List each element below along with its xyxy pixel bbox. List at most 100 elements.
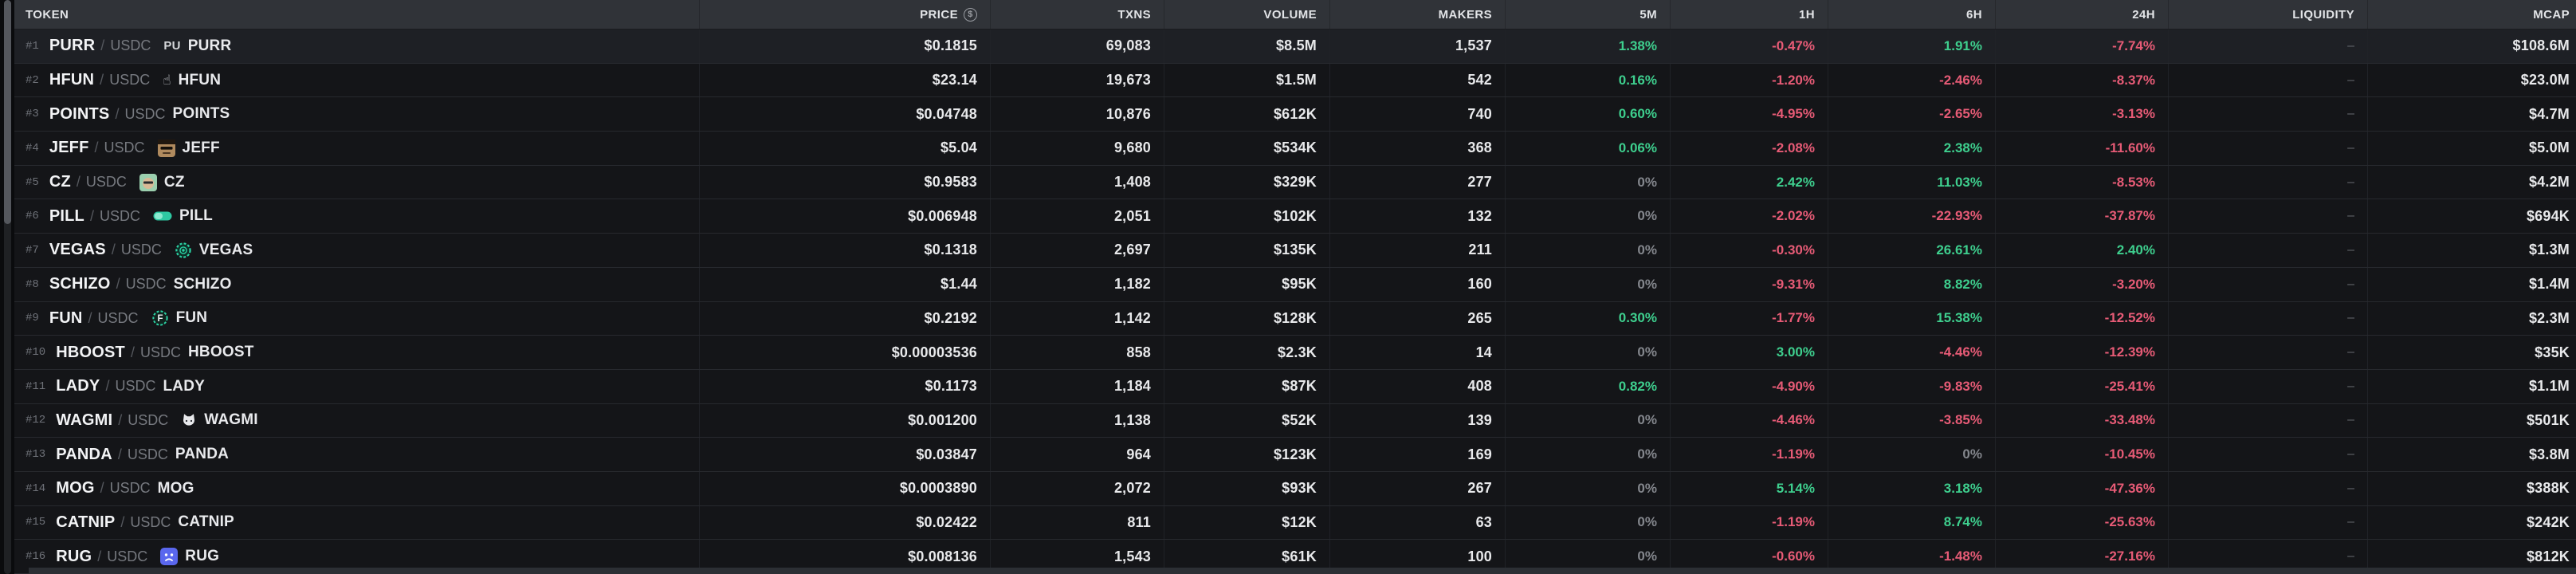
column-header-token[interactable]: TOKEN [14,0,699,29]
change-1h-cell: -2.02% [1670,199,1828,234]
row-rank: #13 [26,448,46,462]
column-header-24h[interactable]: 24H [1995,0,2168,29]
token-quote: / USDC [100,72,151,88]
column-header-mcap[interactable]: MCAP [2367,0,2576,29]
price-cell: $0.03847 [699,438,990,471]
token-quote: / USDC [97,548,148,564]
table-row[interactable]: #3 POINTS / USDC POINTS $0.04748 10,876 … [14,97,2576,132]
table-row[interactable]: #14 MOG / USDC MOG $0.0003890 2,072 $93K… [14,471,2576,506]
change-24h-cell: -12.39% [1995,336,2168,369]
token-cell: #13 PANDA / USDC PANDA [14,438,699,471]
column-header-label: LIQUIDITY [2292,7,2354,22]
txns-cell: 2,051 [990,199,1164,234]
column-header-txns[interactable]: TXNS [990,0,1164,29]
table-row[interactable]: #6 PILL / USDC PILL $0.006948 2,051 $102… [14,199,2576,234]
mcap-cell: $4.7M [2367,97,2576,132]
token-symbol: MOG [56,479,95,497]
change-24h-cell: -3.20% [1995,267,2168,301]
volume-cell: $12K [1164,505,1329,540]
change-5m-cell: 1.38% [1505,29,1670,63]
column-header-liquidity[interactable]: LIQUIDITY [2168,0,2367,29]
change-24h-cell: -12.52% [1995,301,2168,336]
token-name: VEGAS [198,241,253,258]
table-row[interactable]: #2 HFUN / USDC ☝ HFUN $23.14 19,673 $1.5… [14,63,2576,98]
token-name: CATNIP [178,513,234,531]
token-table: TOKEN PRICE $ TXNS VOLUME MAKERS 5M 1H 6H… [14,0,2576,574]
change-6h-cell: -22.93% [1828,199,1995,234]
table-row[interactable]: #15 CATNIP / USDC CATNIP $0.02422 811 $1… [14,505,2576,541]
change-5m-cell: 0% [1505,336,1670,369]
token-symbol: PILL [49,206,84,225]
price-cell: $0.1815 [699,29,990,63]
token-cell: #3 POINTS / USDC POINTS [14,97,699,131]
change-1h-cell: -0.60% [1670,540,1828,573]
mcap-cell: $2.3M [2367,301,2576,336]
price-cell: $0.9583 [699,165,990,199]
change-6h-cell: 15.38% [1828,301,1995,336]
token-symbol: LADY [56,377,100,395]
table-header: TOKEN PRICE $ TXNS VOLUME MAKERS 5M 1H 6H… [14,0,2576,29]
scrollbar-track[interactable] [4,0,11,574]
change-24h-cell: -11.60% [1995,132,2168,165]
vertical-scrollbar[interactable] [0,0,14,574]
table-row[interactable]: #11 LADY / USDC LADY $0.1173 1,184 $87K … [14,369,2576,404]
token-symbol: HFUN [49,71,95,89]
token-symbol: PANDA [56,445,112,463]
column-header-label: VOLUME [1263,7,1317,22]
liquidity-cell: – [2168,336,2367,369]
table-row[interactable]: #13 PANDA / USDC PANDA $0.03847 964 $123… [14,438,2576,472]
change-24h-cell: -10.45% [1995,438,2168,471]
change-6h-cell: -4.46% [1828,336,1995,369]
volume-cell: $329K [1164,165,1329,199]
price-cell: $0.0003890 [699,471,990,505]
column-header-label: PRICE [920,7,958,22]
token-cell: #4 JEFF / USDC JEFF [14,132,699,165]
token-symbol: HBOOST [56,343,125,361]
change-5m-cell: 0% [1505,471,1670,505]
cat-face-icon [181,412,197,428]
txns-cell: 1,142 [990,301,1164,336]
column-header-makers[interactable]: MAKERS [1329,0,1505,29]
token-symbol: CATNIP [56,513,116,531]
change-1h-cell: -1.20% [1670,63,1828,97]
table-row[interactable]: #4 JEFF / USDC JEFF $5.04 9,680 $534K 36… [14,132,2576,166]
column-header-label: 5M [1639,7,1657,22]
horizontal-scrollbar[interactable] [29,568,2576,574]
column-header-1h[interactable]: 1H [1670,0,1828,29]
volume-cell: $52K [1164,403,1329,438]
mcap-cell: $388K [2367,471,2576,505]
column-header-label: TOKEN [26,7,69,22]
change-6h-cell: 1.91% [1828,29,1995,63]
column-header-label: TXNS [1117,7,1151,22]
volume-cell: $87K [1164,369,1329,403]
change-5m-cell: 0% [1505,267,1670,301]
chip-f-icon: F [151,309,169,327]
token-symbol: SCHIZO [49,275,111,293]
token-quote: / USDC [100,480,151,497]
token-cell: #1 PURR / USDC PU PURR [14,29,699,63]
scrollbar-thumb[interactable] [4,0,11,224]
table-row[interactable]: #7 VEGAS / USDC VEGAS $0.1318 2,697 $135… [14,234,2576,268]
column-header-price[interactable]: PRICE $ [699,0,990,29]
liquidity-cell: – [2168,471,2367,505]
column-header-volume[interactable]: VOLUME [1164,0,1329,29]
table-row[interactable]: #5 CZ / USDC CZ $0.9583 1,408 $329K 277 … [14,165,2576,200]
price-cell: $0.1173 [699,369,990,403]
makers-cell: 740 [1329,97,1505,132]
table-row[interactable]: #8 SCHIZO / USDC SCHIZO $1.44 1,182 $95K… [14,267,2576,302]
change-1h-cell: -0.30% [1670,234,1828,267]
column-header-6h[interactable]: 6H [1828,0,1995,29]
volume-cell: $1.5M [1164,63,1329,97]
row-rank: #4 [26,141,39,155]
liquidity-cell: – [2168,505,2367,540]
column-header-5m[interactable]: 5M [1505,0,1670,29]
column-header-label: 1H [1799,7,1815,22]
token-quote: / USDC [118,411,169,428]
table-row[interactable]: #9 FUN / USDC F FUN $0.2192 1,142 $128K … [14,301,2576,336]
token-name: PURR [187,37,232,54]
table-row[interactable]: #1 PURR / USDC PU PURR $0.1815 69,083 $8… [14,29,2576,64]
table-row[interactable]: #10 HBOOST / USDC HBOOST $0.00003536 858… [14,336,2576,370]
table-row[interactable]: #12 WAGMI / USDC WAGMI $0.001200 1,138 $… [14,403,2576,438]
mcap-cell: $5.0M [2367,132,2576,165]
